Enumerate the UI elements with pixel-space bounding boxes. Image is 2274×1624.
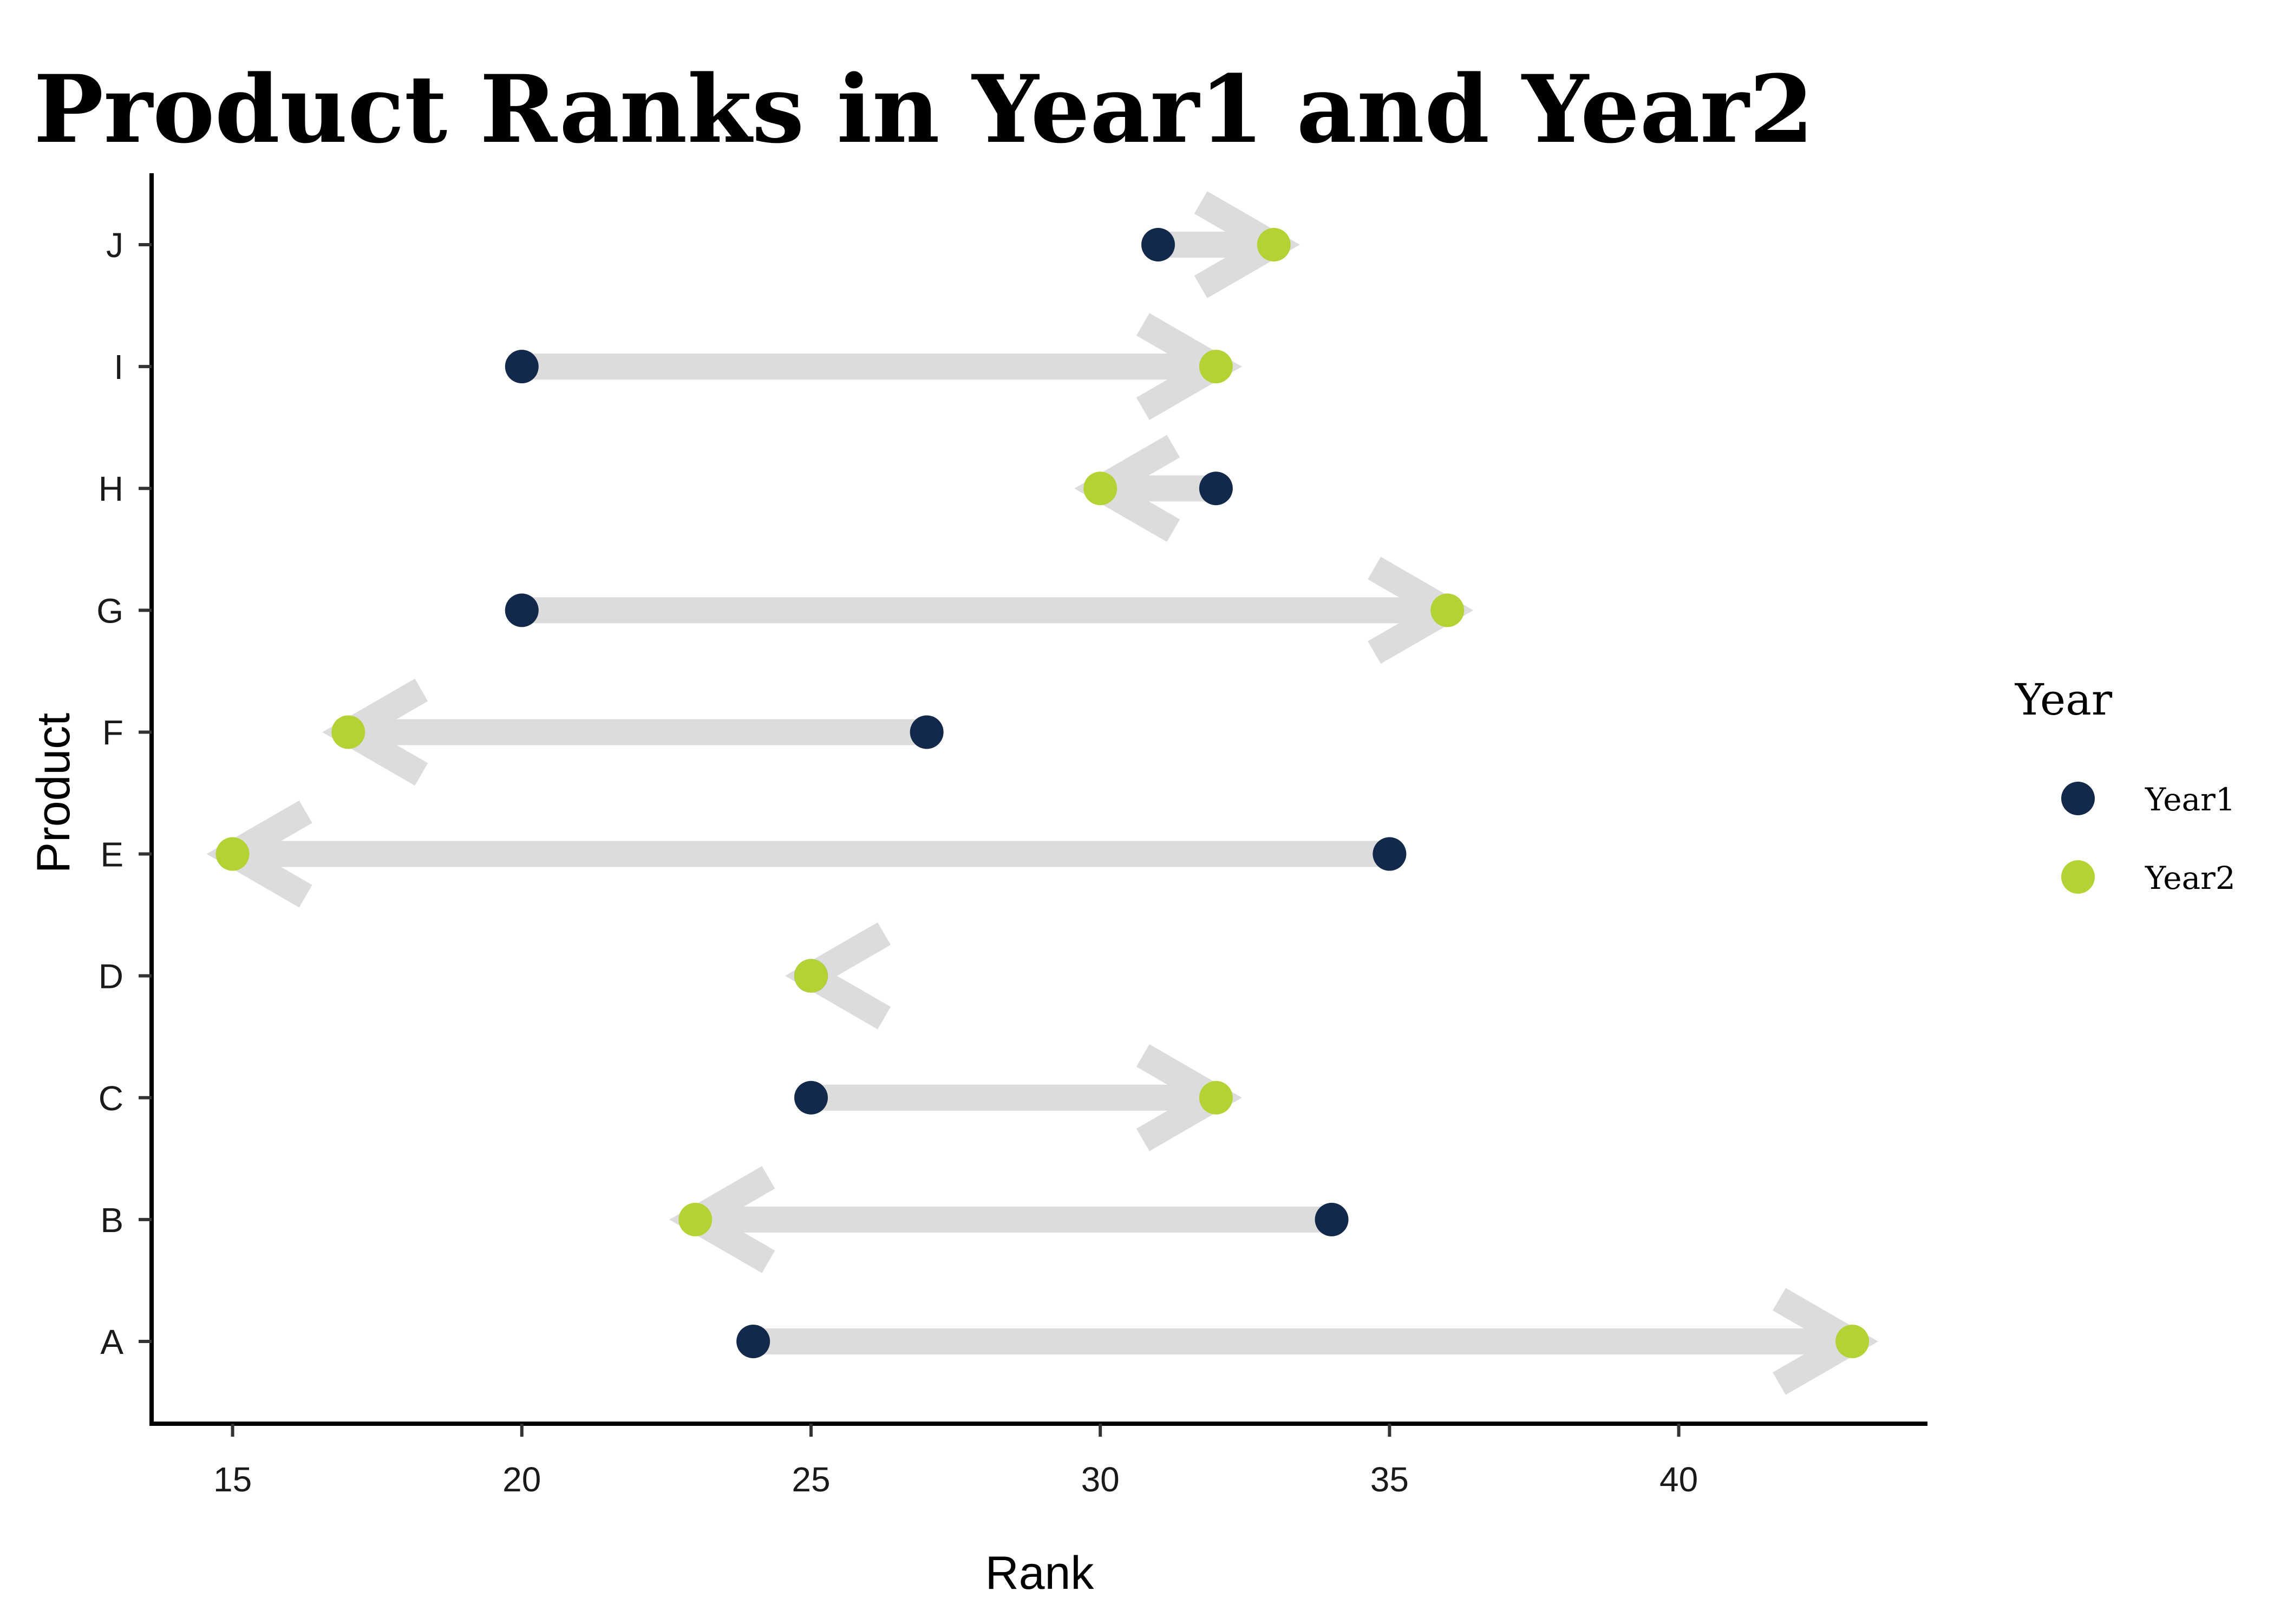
legend: Year Year1 Year2: [2015, 675, 2236, 896]
legend-label-year1: Year1: [2145, 781, 2236, 818]
point-year2-c: [1199, 1081, 1233, 1115]
y-tick-label: I: [114, 348, 123, 387]
y-tick-label: H: [99, 469, 123, 508]
y-tick-label: F: [102, 713, 123, 752]
point-year1-j: [1141, 228, 1175, 261]
arrow-a: [753, 1288, 1879, 1395]
arrow-f: [322, 678, 927, 786]
x-tick-label: 30: [1081, 1460, 1120, 1499]
x-tick-label: 35: [1370, 1460, 1409, 1499]
arrow-j: [1158, 191, 1300, 298]
point-year2-e: [215, 837, 250, 871]
axes: A B C D E F G H I J 15 20 25 30 35 40: [96, 173, 1927, 1499]
x-axis-title: Rank: [985, 1547, 1095, 1599]
arrow-e: [206, 800, 1390, 908]
arrow-h: [1074, 435, 1216, 542]
point-year1-f: [910, 715, 944, 749]
arrow-g: [521, 556, 1474, 664]
y-tick-label: J: [106, 226, 123, 265]
point-year1-g: [505, 593, 539, 627]
point-year2-d: [794, 959, 828, 993]
y-axis-title: Product: [28, 713, 80, 873]
point-year2-f: [331, 715, 365, 749]
x-tick-label: 20: [502, 1460, 541, 1499]
point-year1-i: [505, 350, 539, 384]
legend-key-year2: [2061, 860, 2095, 894]
point-year2-b: [678, 1202, 713, 1236]
point-year2-i: [1199, 350, 1233, 384]
x-tick-label: 15: [213, 1460, 252, 1499]
legend-key-year1: [2061, 782, 2095, 815]
legend-label-year2: Year2: [2145, 860, 2236, 896]
x-tick-label: 40: [1659, 1460, 1698, 1499]
y-tick-label: C: [99, 1079, 123, 1118]
y-tick-label: A: [100, 1322, 123, 1361]
arrow-c: [811, 1044, 1242, 1151]
point-year2-j: [1257, 228, 1291, 261]
point-year2-g: [1430, 593, 1465, 627]
x-tick-label: 25: [792, 1460, 830, 1499]
point-year1-h: [1199, 472, 1233, 506]
arrow-b: [669, 1166, 1332, 1273]
y-tick-label: G: [96, 591, 123, 630]
point-year1-c: [794, 1081, 828, 1115]
y-tick-label: E: [100, 835, 123, 874]
point-year2-h: [1083, 472, 1118, 506]
point-year2-a: [1835, 1325, 1870, 1358]
point-year1-a: [736, 1325, 770, 1358]
legend-title: Year: [2015, 675, 2113, 725]
chart-title: Product Ranks in Year1 and Year2: [34, 54, 1814, 164]
point-year1-b: [1315, 1202, 1349, 1236]
arrow-i: [521, 313, 1242, 420]
y-tick-label: B: [100, 1201, 123, 1240]
y-tick-label: D: [99, 957, 123, 996]
point-year1-e: [1373, 837, 1407, 871]
plot-area: [206, 191, 1879, 1395]
